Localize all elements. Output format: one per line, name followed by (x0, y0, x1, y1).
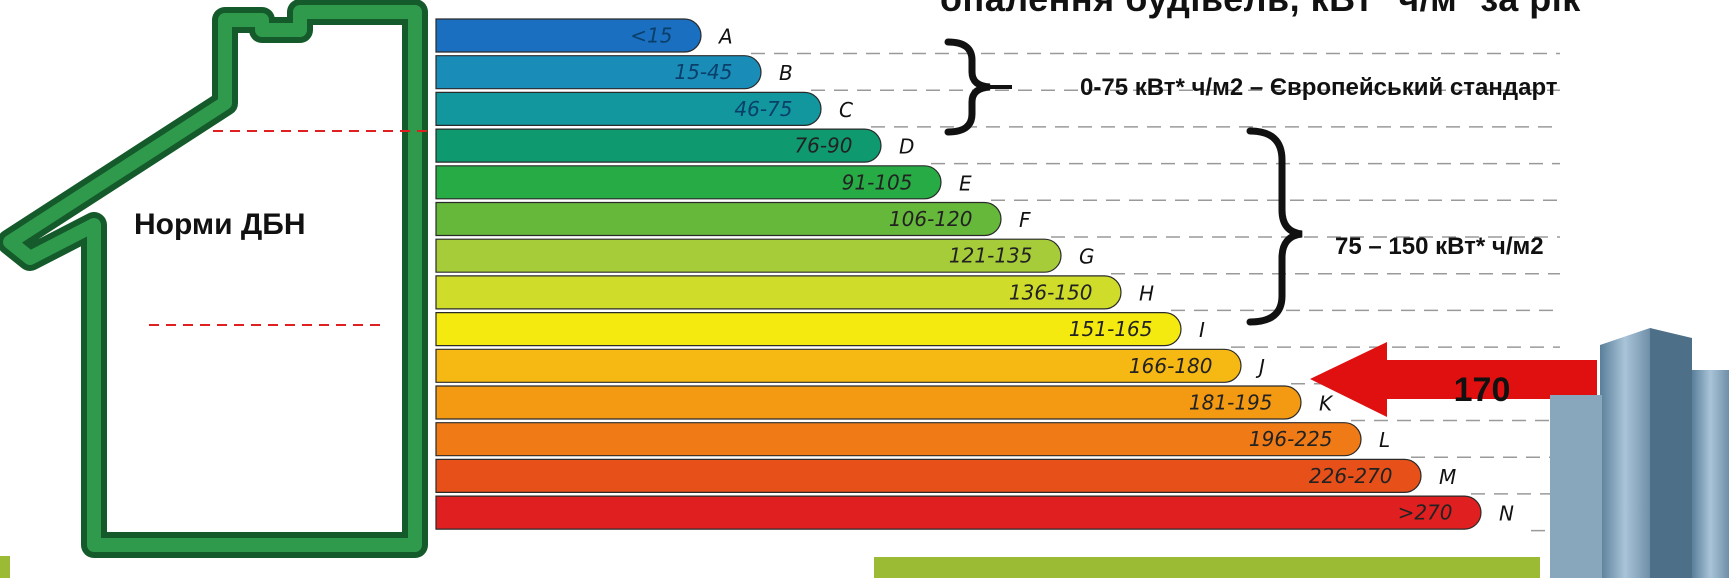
energy-class-range: 46-75 (734, 97, 792, 121)
energy-class-range: 226-270 (1309, 464, 1393, 488)
energy-class-range: 91-105 (842, 170, 913, 194)
energy-class-bar-n (435, 495, 1482, 530)
energy-class-bar-k (435, 385, 1302, 420)
building-image (1550, 328, 1729, 578)
energy-class-letter: D (899, 135, 914, 159)
bracket-european (944, 38, 991, 136)
energy-class-bar-f (435, 201, 1002, 237)
chart-title: опалення будівель, кВт* ч/м² за рік (940, 0, 1581, 20)
energy-class-bar-e (435, 165, 942, 200)
energy-class-range: 76-90 (794, 134, 852, 158)
energy-class-bar-g (435, 238, 1062, 273)
energy-class-letter: J (1255, 355, 1265, 379)
energy-class-range: 106-120 (889, 207, 973, 231)
energy-class-bar-j (435, 348, 1242, 383)
energy-class-bar-b (435, 55, 762, 90)
arrow-value-label: 170 (1453, 371, 1511, 409)
energy-class-letter: H (1139, 281, 1154, 305)
energy-class-letter: A (717, 25, 733, 49)
energy-class-letter: N (1499, 502, 1514, 526)
energy-class-letter: B (779, 61, 793, 85)
energy-class-letter: C (839, 98, 853, 122)
energy-class-bar-l (435, 422, 1362, 457)
energy-class-letter: M (1439, 465, 1456, 489)
energy-class-range: 166-180 (1129, 354, 1213, 378)
energy-class-bar-c (435, 91, 822, 126)
energy-class-letter: I (1199, 318, 1205, 342)
energy-bars: <15 A 15-45 B 46-75 C 76-90 D 91-105 E 106-120 F 121… (435, 18, 1514, 530)
energy-class-range: 196-225 (1249, 427, 1333, 451)
energy-class-range: 121-135 (949, 244, 1033, 268)
energy-class-range: 136-150 (1009, 280, 1093, 304)
energy-class-range: <15 (630, 24, 672, 48)
energy-class-bar-a (435, 18, 702, 53)
house-label: Норми ДБН (134, 208, 306, 241)
mid-range-label: 75 – 150 кВт* ч/м2 (1335, 233, 1544, 260)
green-left-stub (0, 556, 10, 578)
green-footer-bar (874, 557, 1540, 578)
energy-class-range: 15-45 (674, 60, 732, 84)
energy-class-letter: E (959, 171, 972, 195)
energy-class-bar-m (435, 458, 1422, 493)
energy-class-letter: F (1019, 208, 1031, 232)
house-outline (0, 0, 428, 558)
value-arrow (1310, 342, 1597, 417)
energy-class-bar-h (435, 275, 1122, 310)
energy-class-bar-d (435, 128, 882, 163)
energy-class-range: 151-165 (1069, 317, 1153, 341)
energy-class-bar-i (435, 312, 1182, 347)
energy-class-letter: G (1079, 245, 1095, 269)
energy-class-range: 181-195 (1189, 391, 1273, 415)
energy-class-letter: K (1319, 392, 1334, 416)
energy-class-letter: L (1379, 428, 1390, 452)
energy-class-range: >270 (1398, 501, 1453, 525)
bracket-mid (1246, 127, 1303, 326)
european-standard-label: 0-75 кВт* ч/м2 – Європейський стандарт (1080, 74, 1558, 101)
guide-lines (751, 52, 1560, 532)
